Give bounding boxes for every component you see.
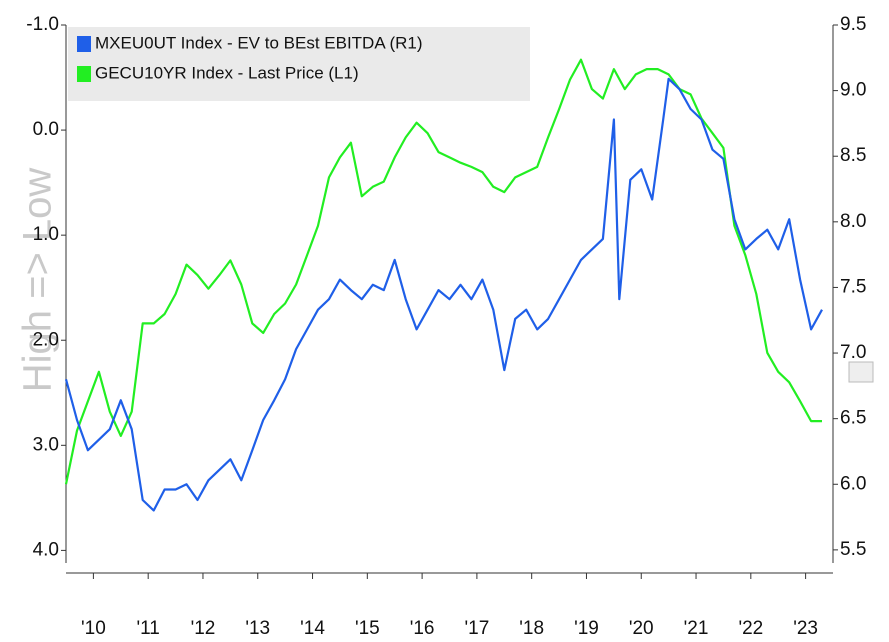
y2-tick-label: 6.5 <box>840 408 866 429</box>
x-tick-label: '11 <box>136 618 159 639</box>
x-tick-label: '20 <box>629 618 654 639</box>
chart-icon <box>848 361 874 383</box>
x-tick-label: '17 <box>465 618 490 639</box>
legend-swatch <box>77 36 91 52</box>
y-axis-label: High => Low <box>16 168 60 393</box>
x-tick-label: '13 <box>245 618 270 639</box>
y2-tick-label: 7.5 <box>840 276 866 297</box>
x-tick-label: '21 <box>684 618 709 639</box>
x-tick-label: '19 <box>574 618 599 639</box>
legend-box <box>68 27 530 101</box>
legend-swatch <box>77 66 91 82</box>
y-tick-label: 0.0 <box>33 119 59 140</box>
y-tick-label: 1.0 <box>33 224 59 245</box>
y2-tick-label: 9.0 <box>840 80 866 101</box>
y-tick-label: 3.0 <box>33 434 59 455</box>
x-tick-label: '12 <box>191 618 216 639</box>
x-tick-label: '14 <box>300 618 325 639</box>
legend-label: GECU10YR Index - Last Price (L1) <box>95 63 359 82</box>
x-tick-label: '23 <box>793 618 818 639</box>
y2-tick-label: 8.0 <box>840 211 866 232</box>
y2-tick-label: 5.5 <box>840 539 866 560</box>
data-line <box>64 77 823 512</box>
y2-tick-label: 6.0 <box>840 473 866 494</box>
y-tick-label: 2.0 <box>33 329 59 350</box>
x-tick-label: '18 <box>519 618 544 639</box>
y2-tick-label: 8.5 <box>840 145 866 166</box>
y2-tick-label: 7.0 <box>840 342 866 363</box>
data-line <box>64 58 822 485</box>
y2-tick-label: 9.5 <box>840 14 866 35</box>
y-tick-label: -1.0 <box>26 14 59 35</box>
x-tick-label: '22 <box>738 618 763 639</box>
y-tick-label: 4.0 <box>33 539 59 560</box>
x-tick-label: '10 <box>81 618 106 639</box>
x-tick-label: '16 <box>410 618 435 639</box>
legend-label: MXEU0UT Index - EV to BEst EBITDA (R1) <box>95 33 423 52</box>
x-tick-label: '15 <box>355 618 380 639</box>
